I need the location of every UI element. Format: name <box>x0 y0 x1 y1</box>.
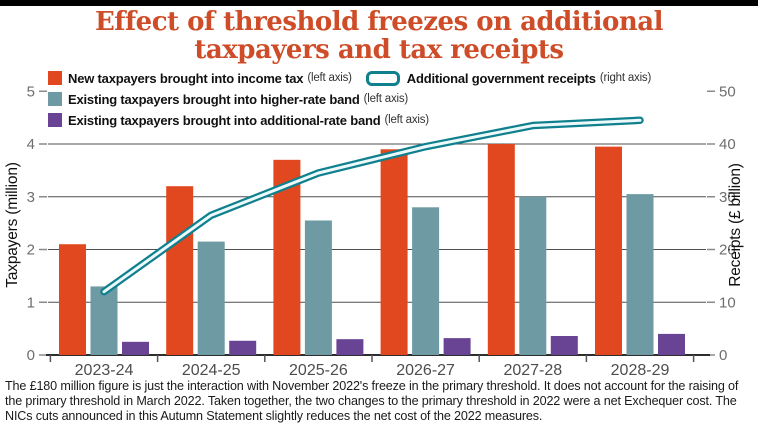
left-axis-tick-label: 0 <box>27 347 35 364</box>
left-axis-title: Taxpayers (million) <box>4 162 21 288</box>
x-axis-label: 2025-26 <box>289 362 348 378</box>
legend-item-higher-rate: Existing taxpayers brought into higher-r… <box>48 92 408 107</box>
legend-item-government-receipts: Additional government receipts (right ax… <box>365 70 652 86</box>
right-axis-tick-label: 50 <box>719 83 736 100</box>
x-axis-label: 2026-27 <box>396 362 455 378</box>
purple-square-swatch-icon <box>48 113 62 127</box>
left-axis-tick-label: 1 <box>27 294 35 311</box>
x-axis-label: 2023-24 <box>75 362 134 378</box>
legend-row-2: Existing taxpayers brought into higher-r… <box>48 89 728 109</box>
chart-title-line2: taxpayers and tax receipts <box>194 35 564 65</box>
bar-2026-27 <box>443 338 471 355</box>
legend-item-new-taxpayers: New taxpayers brought into income tax (l… <box>48 71 352 86</box>
bar-2028-29 <box>658 333 685 355</box>
bar-2026-27 <box>380 149 408 355</box>
right-axis-tick-label: 30 <box>719 189 736 206</box>
bar-2024-25 <box>229 340 257 355</box>
left-axis-tick-label: 4 <box>27 136 35 153</box>
receipts-line-core <box>102 118 642 294</box>
bar-2023-24 <box>122 341 149 355</box>
left-axis-tick-label: 3 <box>27 189 35 206</box>
bar-2027-28 <box>519 196 547 355</box>
legend-label: Existing taxpayers brought into higher-r… <box>68 91 360 107</box>
legend-row-3: Existing taxpayers brought into addition… <box>48 110 728 130</box>
right-axis-title: Receipts (£ billion) <box>727 163 744 287</box>
left-axis-tick-label: 2 <box>27 242 35 259</box>
chart-title-line1: Effect of threshold freezes on additiona… <box>94 7 664 37</box>
bar-2024-25 <box>166 186 194 355</box>
x-axis-label: 2024-25 <box>182 362 241 378</box>
bar-2025-26 <box>304 220 332 355</box>
x-axis-label: 2027-28 <box>503 362 562 378</box>
teal-line-swatch-icon <box>365 70 400 86</box>
legend-item-additional-rate: Existing taxpayers brought into addition… <box>48 113 429 128</box>
right-axis-tick-label: 40 <box>719 136 736 153</box>
legend-label: Additional government receipts <box>406 70 596 86</box>
legend-label: New taxpayers brought into income tax <box>68 70 304 86</box>
bar-2026-27 <box>412 207 440 355</box>
top-black-bar <box>0 0 758 6</box>
bar-2023-24 <box>90 286 118 355</box>
right-axis-tick-label: 10 <box>719 294 736 311</box>
legend-row-1: New taxpayers brought into income tax (l… <box>48 68 728 88</box>
bar-2023-24 <box>59 244 86 355</box>
bar-2028-29 <box>595 146 622 355</box>
legend-axis-note: (left axis) <box>384 114 429 126</box>
legend-axis-note: (left axis) <box>363 93 409 105</box>
bar-2027-28 <box>550 336 578 355</box>
chart-title: Effect of threshold freezes on additiona… <box>0 8 758 64</box>
left-axis-tick-label: 5 <box>27 83 35 100</box>
legend: New taxpayers brought into income tax (l… <box>48 68 728 131</box>
right-axis-tick-label: 0 <box>719 347 727 364</box>
teal-square-swatch-icon <box>48 92 62 106</box>
bar-2024-25 <box>197 241 225 355</box>
legend-axis-note: (left axis) <box>307 72 352 84</box>
legend-label: Existing taxpayers brought into addition… <box>68 112 381 128</box>
bar-2025-26 <box>336 339 364 355</box>
legend-axis-note: (right axis) <box>599 72 652 84</box>
footnote-text: The £180 million figure is just the inte… <box>5 379 739 423</box>
red-square-swatch-icon <box>48 71 62 85</box>
bar-2027-28 <box>487 144 515 355</box>
bar-2028-29 <box>626 194 654 355</box>
right-axis-tick-label: 20 <box>719 242 736 259</box>
x-axis-label: 2028-29 <box>611 362 670 378</box>
